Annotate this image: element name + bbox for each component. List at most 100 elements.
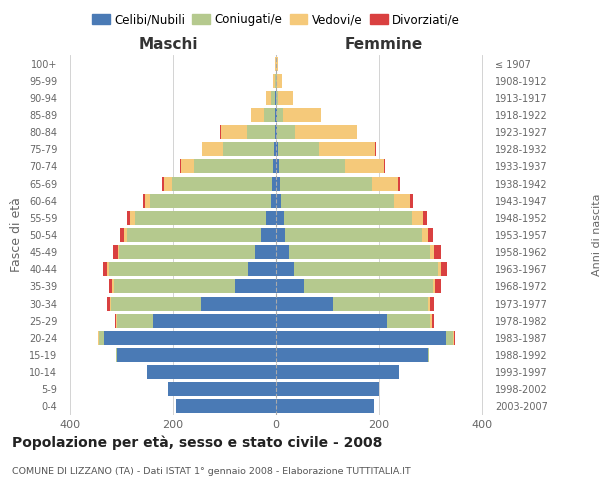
Bar	[112, 296, 202, 310]
Bar	[275, 125, 276, 139]
Bar	[276, 400, 374, 413]
Bar	[281, 194, 394, 207]
Bar	[386, 314, 430, 328]
Bar	[164, 176, 172, 190]
Bar	[119, 245, 256, 259]
Bar	[181, 160, 194, 173]
Bar	[276, 176, 280, 190]
Bar	[394, 194, 410, 207]
Bar	[251, 108, 263, 122]
Bar	[441, 262, 447, 276]
Bar	[276, 262, 294, 276]
Bar	[372, 176, 398, 190]
Bar	[152, 314, 276, 328]
Bar	[113, 245, 118, 259]
Bar	[276, 280, 304, 293]
Bar	[116, 314, 152, 328]
Bar	[454, 331, 455, 345]
Bar	[276, 348, 428, 362]
Bar	[276, 382, 379, 396]
Bar	[130, 211, 134, 225]
Bar	[412, 211, 422, 225]
Bar	[277, 74, 281, 88]
Bar	[127, 228, 260, 242]
Bar	[434, 245, 440, 259]
Text: Maschi: Maschi	[138, 36, 198, 52]
Bar	[202, 142, 223, 156]
Bar	[134, 211, 266, 225]
Legend: Celibi/Nubili, Coniugati/e, Vedovi/e, Divorziati/e: Celibi/Nubili, Coniugati/e, Vedovi/e, Di…	[87, 8, 465, 31]
Bar	[422, 228, 428, 242]
Bar	[98, 331, 104, 345]
Bar	[176, 400, 276, 413]
Bar	[115, 314, 116, 328]
Bar	[124, 228, 127, 242]
Bar	[274, 74, 275, 88]
Bar	[384, 160, 385, 173]
Bar	[260, 228, 276, 242]
Bar	[278, 91, 293, 105]
Bar	[276, 296, 332, 310]
Text: Femmine: Femmine	[345, 36, 423, 52]
Bar	[266, 91, 271, 105]
Bar	[430, 296, 434, 310]
Bar	[295, 125, 357, 139]
Bar	[276, 125, 277, 139]
Bar	[109, 280, 112, 293]
Bar	[422, 211, 427, 225]
Bar	[223, 142, 274, 156]
Bar	[107, 262, 109, 276]
Bar	[276, 194, 281, 207]
Bar	[276, 91, 278, 105]
Bar	[430, 245, 434, 259]
Bar	[428, 228, 433, 242]
Bar	[221, 125, 247, 139]
Bar	[271, 91, 275, 105]
Bar	[118, 245, 119, 259]
Bar	[285, 228, 422, 242]
Bar	[180, 160, 181, 173]
Bar	[346, 160, 384, 173]
Bar	[276, 142, 278, 156]
Bar	[446, 331, 454, 345]
Bar	[276, 331, 446, 345]
Bar	[433, 280, 436, 293]
Bar	[172, 176, 272, 190]
Bar	[163, 176, 164, 190]
Bar	[274, 142, 276, 156]
Y-axis label: Fasce di età: Fasce di età	[10, 198, 23, 272]
Bar	[274, 160, 276, 173]
Bar	[266, 211, 276, 225]
Bar	[304, 280, 433, 293]
Bar	[276, 314, 386, 328]
Bar	[143, 194, 145, 207]
Bar	[280, 176, 372, 190]
Bar	[276, 160, 278, 173]
Bar	[430, 314, 432, 328]
Bar	[398, 176, 400, 190]
Bar	[116, 348, 276, 362]
Bar	[289, 245, 430, 259]
Bar	[202, 296, 276, 310]
Bar	[276, 56, 278, 70]
Bar	[432, 314, 434, 328]
Bar	[104, 331, 276, 345]
Bar	[272, 176, 276, 190]
Bar	[120, 228, 124, 242]
Text: Anni di nascita: Anni di nascita	[592, 194, 600, 276]
Bar	[148, 365, 276, 379]
Bar	[438, 262, 441, 276]
Bar	[428, 296, 430, 310]
Bar	[275, 108, 276, 122]
Bar	[271, 194, 276, 207]
Bar	[283, 108, 321, 122]
Bar	[428, 348, 429, 362]
Bar	[277, 125, 295, 139]
Bar	[127, 211, 130, 225]
Bar	[112, 280, 114, 293]
Text: Popolazione per età, sesso e stato civile - 2008: Popolazione per età, sesso e stato civil…	[12, 435, 382, 450]
Bar	[436, 280, 440, 293]
Text: COMUNE DI LIZZANO (TA) - Dati ISTAT 1° gennaio 2008 - Elaborazione TUTTITALIA.IT: COMUNE DI LIZZANO (TA) - Dati ISTAT 1° g…	[12, 468, 411, 476]
Bar	[103, 262, 107, 276]
Bar	[278, 160, 346, 173]
